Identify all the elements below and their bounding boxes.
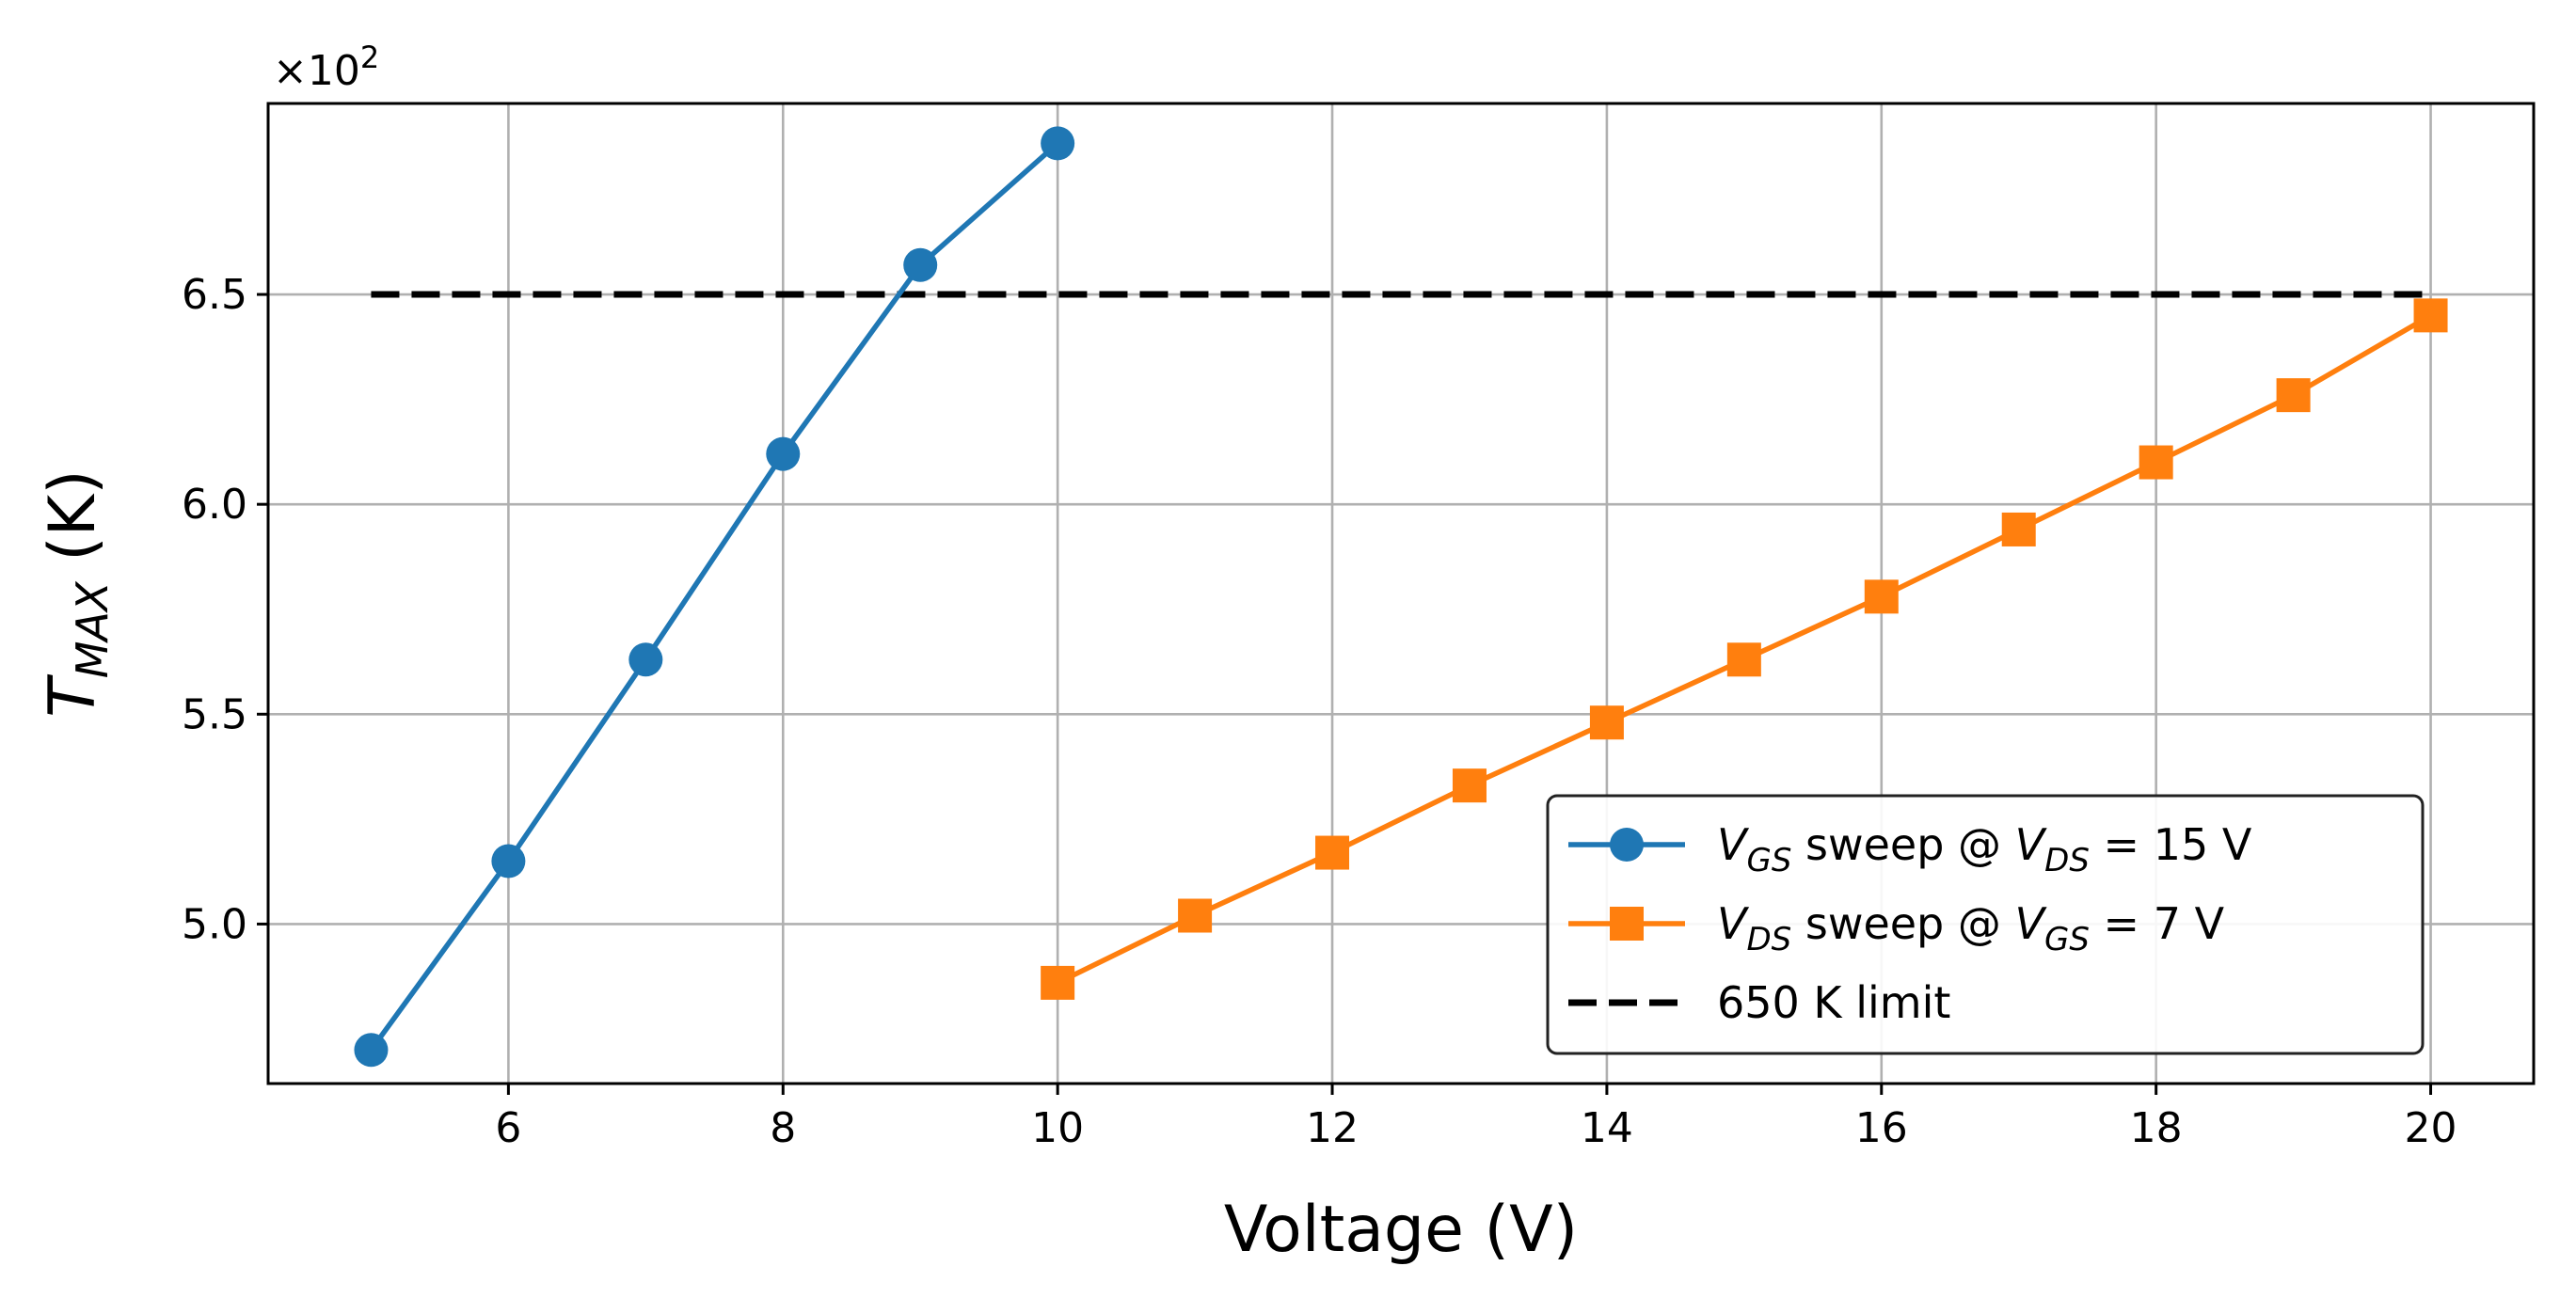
y-tick-label: 6.5: [182, 271, 247, 319]
axis-labels: 6 8 10 12 14 16 18 20 5.0 5.5 6.0 6.5 ×102 Voltage (V…: [36, 40, 2457, 1267]
legend-series-2-label-part: = 7 V: [2090, 898, 2225, 949]
legend-series-1-label-part: DS: [2044, 842, 2090, 879]
x-axis-title: Voltage (V): [1224, 1193, 1578, 1267]
series-2-point: [2139, 445, 2173, 480]
series-2-point: [2413, 298, 2448, 333]
series-2-point: [1864, 579, 1899, 614]
series-1-point: [354, 1033, 389, 1068]
y-axis-title-main: T: [36, 674, 110, 718]
x-tick-label: 10: [1031, 1104, 1084, 1152]
series-2-point: [1589, 705, 1624, 740]
y-axis-title-sub: MAX: [67, 580, 118, 678]
y-scale-base: ×10: [273, 47, 360, 95]
legend-series-2-label-part: sweep @: [1791, 898, 2014, 949]
legend-series-1-marker: [1610, 828, 1644, 862]
y-axis-title: TMAX (K): [36, 469, 118, 717]
y-scale-exponent: 2: [360, 40, 379, 75]
legend-series-2-label-part: V: [1717, 898, 1750, 949]
series-2-point: [1452, 768, 1487, 803]
y-tick-label: 5.5: [182, 690, 247, 738]
series-2-point: [1726, 642, 1761, 677]
x-tick-label: 16: [1855, 1104, 1908, 1152]
series-1-point: [766, 436, 801, 471]
axis-ticks: [257, 293, 2433, 1095]
legend-reference-label: 650 K limit: [1717, 977, 1950, 1028]
x-tick-label: 6: [495, 1104, 521, 1152]
legend-series-1-label-part: V: [1717, 819, 1750, 870]
legend-series-1-label-part: V: [2015, 819, 2048, 870]
y-scale-label: ×102: [273, 40, 379, 95]
legend-series-2-label-part: V: [2015, 898, 2048, 949]
x-tick-label: 12: [1306, 1104, 1359, 1152]
series-1-point: [628, 642, 663, 677]
x-tick-label: 20: [2405, 1104, 2457, 1152]
series-1-point: [491, 844, 526, 879]
series-layer: [354, 126, 2448, 1068]
series-1-point: [1041, 126, 1075, 161]
y-tick-label: 6.0: [182, 481, 247, 529]
legend-series-1-label-part: = 15 V: [2090, 819, 2252, 870]
plot-area-frame: [266, 102, 2536, 1085]
series-2-point: [2001, 512, 2036, 546]
y-axis-title-unit: (K): [36, 469, 110, 581]
legend-series-2-label-part: GS: [2044, 921, 2090, 958]
x-tick-label: 8: [770, 1104, 796, 1152]
legend-series-2-label-part: DS: [1746, 921, 1791, 958]
series-2-point: [1315, 835, 1350, 870]
series-1-point: [903, 247, 938, 282]
legend-series-2-marker: [1610, 907, 1644, 941]
y-tick-label: 5.0: [182, 900, 247, 948]
x-tick-label: 18: [2130, 1104, 2183, 1152]
legend-box: [1546, 794, 2425, 1055]
series-2-point: [1178, 898, 1213, 933]
legend-series-1-label-part: sweep @: [1791, 819, 2014, 870]
series-1-line: [369, 141, 1059, 1052]
x-tick-label: 14: [1581, 1104, 1633, 1152]
legend-series-1-label: VGS sweep @ VDS = 15 V: [1717, 819, 2252, 879]
series-2-point: [1041, 965, 1075, 1000]
legend-series-2-label: VDS sweep @ VGS = 7 V: [1717, 898, 2225, 958]
legend-series-1-label-part: GS: [1746, 842, 1791, 879]
series-2-point: [2276, 378, 2311, 413]
